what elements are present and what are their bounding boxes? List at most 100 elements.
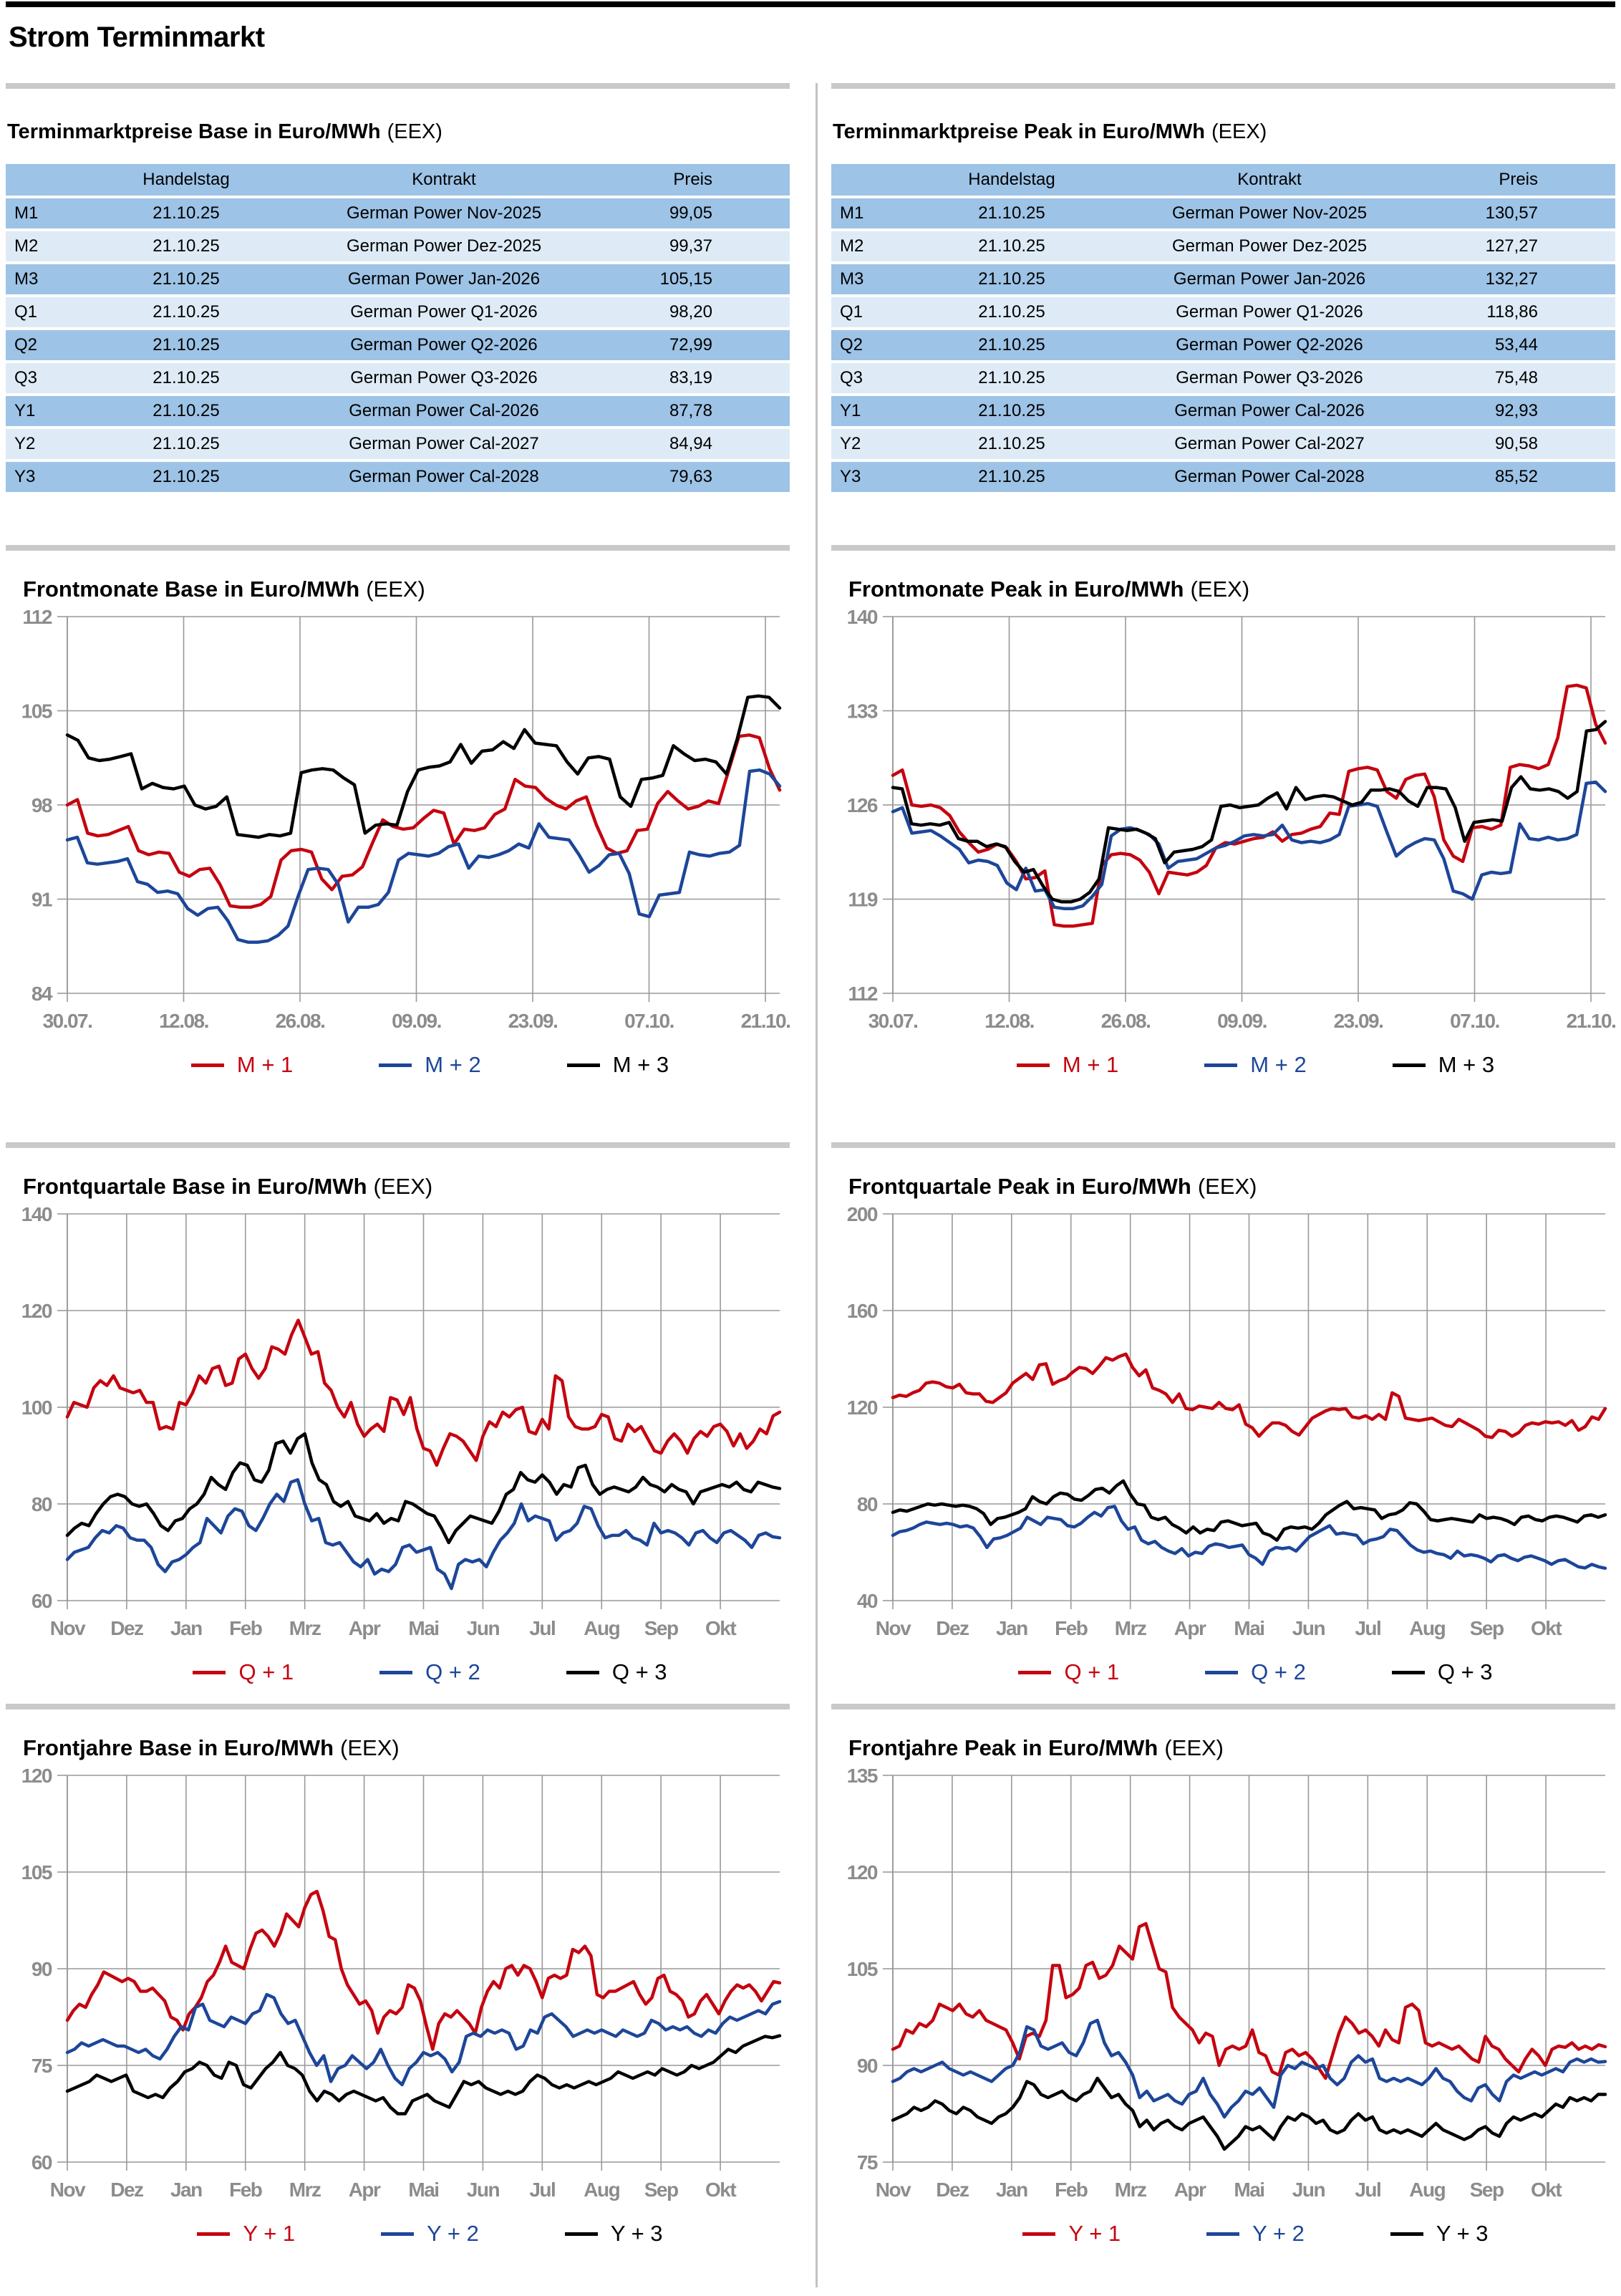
chart-title-text: Frontquartale Base in Euro/MWh [23, 1174, 367, 1199]
handelstag-cell: 21.10.25 [86, 296, 286, 330]
chart-title-text: Frontmonate Peak in Euro/MWh [848, 577, 1184, 602]
svg-text:Sep: Sep [1470, 2179, 1504, 2201]
svg-text:Jul: Jul [1355, 2179, 1380, 2201]
svg-text:Feb: Feb [1055, 2179, 1088, 2201]
row-id: Y1 [831, 395, 911, 429]
two-column-layout: Terminmarktpreise Base in Euro/MWh (EEX) … [6, 83, 1617, 2287]
svg-text:120: 120 [847, 1397, 878, 1419]
svg-text:Jun: Jun [1292, 2179, 1325, 2201]
legend-item: M + 1 [190, 1052, 293, 1078]
svg-text:100: 100 [21, 1397, 52, 1419]
svg-text:Feb: Feb [1055, 1617, 1088, 1639]
legend-item: Y + 3 [1390, 2221, 1489, 2247]
row-id: M3 [831, 263, 911, 297]
section-frontjahre-base: Frontjahre Base in Euro/MWh (EEX) Nov Dez J… [6, 1704, 790, 2287]
row-id: Y2 [6, 428, 86, 462]
row-id: M2 [831, 230, 911, 264]
table-row: Q2 21.10.25 German Power Q2-2026 72,99 [6, 329, 790, 363]
series-line-M+3 [891, 720, 1607, 904]
chart-title-frontmonate-peak: Frontmonate Peak in Euro/MWh (EEX) [848, 577, 1615, 602]
chart-title-frontjahre-base: Frontjahre Base in Euro/MWh (EEX) [23, 1735, 790, 1761]
legend-swatch [193, 1670, 226, 1674]
svg-text:21.10.: 21.10. [741, 1010, 790, 1032]
column-header [6, 164, 86, 198]
preis-cell: 75,48 [1427, 362, 1615, 396]
left-column: Terminmarktpreise Base in Euro/MWh (EEX) … [6, 83, 791, 2287]
chart-title-frontquartale-base: Frontquartale Base in Euro/MWh (EEX) [23, 1174, 790, 1200]
column-header: Preis [601, 164, 790, 198]
legend-swatch [379, 1670, 413, 1674]
row-id: Q1 [831, 296, 911, 330]
preis-cell: 72,99 [601, 329, 790, 363]
table-row: Q1 21.10.25 German Power Q1-2026 98,20 [6, 296, 790, 330]
row-id: M3 [6, 263, 86, 297]
preis-cell: 83,19 [601, 362, 790, 396]
legend-swatch [1206, 2232, 1240, 2236]
row-id: Y3 [831, 460, 911, 495]
chart-title-text: Frontjahre Peak in Euro/MWh [848, 1735, 1158, 1760]
section-table-peak: Terminmarktpreise Peak in Euro/MWh (EEX) … [831, 83, 1615, 545]
chart-title-suffix: (EEX) [373, 1174, 433, 1199]
svg-text:Nov: Nov [50, 2179, 86, 2201]
preis-cell: 84,94 [601, 428, 790, 462]
table-row: Y3 21.10.25 German Power Cal-2028 85,52 [831, 460, 1615, 495]
table-header-row: Handelstag Kontrakt Preis [831, 164, 1615, 198]
row-id: Q2 [6, 329, 86, 363]
preis-cell: 99,37 [601, 230, 790, 264]
svg-text:112: 112 [22, 606, 52, 628]
row-id: Q1 [6, 296, 86, 330]
kontrakt-cell: German Power Q2-2026 [1112, 329, 1427, 363]
series-line-Q+2 [65, 1478, 782, 1591]
svg-text:75: 75 [32, 2055, 52, 2077]
handelstag-cell: 21.10.25 [86, 395, 286, 429]
row-id: Q2 [831, 329, 911, 363]
legend-item: Y + 1 [197, 2221, 295, 2247]
kontrakt-cell: German Power Cal-2028 [286, 460, 601, 495]
legend-item: Q + 1 [1018, 1659, 1119, 1685]
table-row: M1 21.10.25 German Power Nov-2025 99,05 [6, 197, 790, 231]
chart-title-text: Frontquartale Peak in Euro/MWh [848, 1174, 1191, 1199]
svg-text:Nov: Nov [876, 2179, 911, 2201]
kontrakt-cell: German Power Jan-2026 [286, 263, 601, 297]
svg-text:90: 90 [857, 2055, 878, 2077]
preis-cell: 87,78 [601, 395, 790, 429]
legend-frontjahre-peak: Y + 1 Y + 2 Y + 3 [896, 2221, 1615, 2247]
line-chart-frontmonate-peak: 30.07. 12.08. 26.08. 09.09. 23.09. 07.10. 21.1… [847, 606, 1617, 1032]
handelstag-cell: 21.10.25 [911, 428, 1112, 462]
legend-swatch [1392, 1063, 1426, 1067]
svg-text:Feb: Feb [229, 2179, 262, 2201]
chart-title-text: Frontjahre Base in Euro/MWh [23, 1735, 334, 1760]
terminmarktpreise-peak-table: Handelstag Kontrakt Preis M1 21.10.25 German … [831, 164, 1615, 495]
kontrakt-cell: German Power Cal-2027 [1112, 428, 1427, 462]
column-header: Preis [1427, 164, 1615, 198]
handelstag-cell: 21.10.25 [86, 362, 286, 396]
svg-text:160: 160 [847, 1300, 878, 1322]
svg-text:23.09.: 23.09. [1334, 1010, 1383, 1032]
chart-title-suffix: (EEX) [366, 577, 425, 602]
line-chart-frontjahre-peak: Nov Dez Jan Feb Mrz Apr Mai Jun Jul Aug Sep Okt 75 90… [847, 1765, 1607, 2201]
svg-text:91: 91 [32, 889, 52, 911]
series-line-Q+2 [891, 1505, 1607, 1571]
svg-text:07.10.: 07.10. [624, 1010, 674, 1032]
svg-text:Apr: Apr [349, 2179, 381, 2201]
svg-text:84: 84 [32, 983, 53, 1005]
legend-swatch [1391, 1670, 1425, 1674]
series-line-Q+1 [65, 1318, 782, 1467]
line-chart-frontjahre-base: Nov Dez Jan Feb Mrz Apr Mai Jun Jul Aug Sep Okt 60 75… [21, 1765, 782, 2201]
handelstag-cell: 21.10.25 [86, 329, 286, 363]
svg-text:Apr: Apr [349, 1617, 381, 1639]
legend-item: M + 2 [1204, 1052, 1307, 1078]
preis-cell: 130,57 [1427, 197, 1615, 231]
handelstag-cell: 21.10.25 [911, 230, 1112, 264]
svg-text:200: 200 [847, 1203, 878, 1225]
preis-cell: 98,20 [601, 296, 790, 330]
svg-text:80: 80 [32, 1493, 52, 1515]
svg-text:30.07.: 30.07. [868, 1010, 918, 1032]
svg-text:30.07.: 30.07. [43, 1010, 92, 1032]
svg-text:09.09.: 09.09. [1217, 1010, 1267, 1032]
svg-text:Jan: Jan [996, 1617, 1027, 1639]
legend-label: M + 3 [612, 1052, 669, 1077]
svg-text:Aug: Aug [584, 2179, 619, 2201]
svg-text:Okt: Okt [1531, 2179, 1562, 2201]
svg-text:Mai: Mai [408, 1617, 438, 1639]
